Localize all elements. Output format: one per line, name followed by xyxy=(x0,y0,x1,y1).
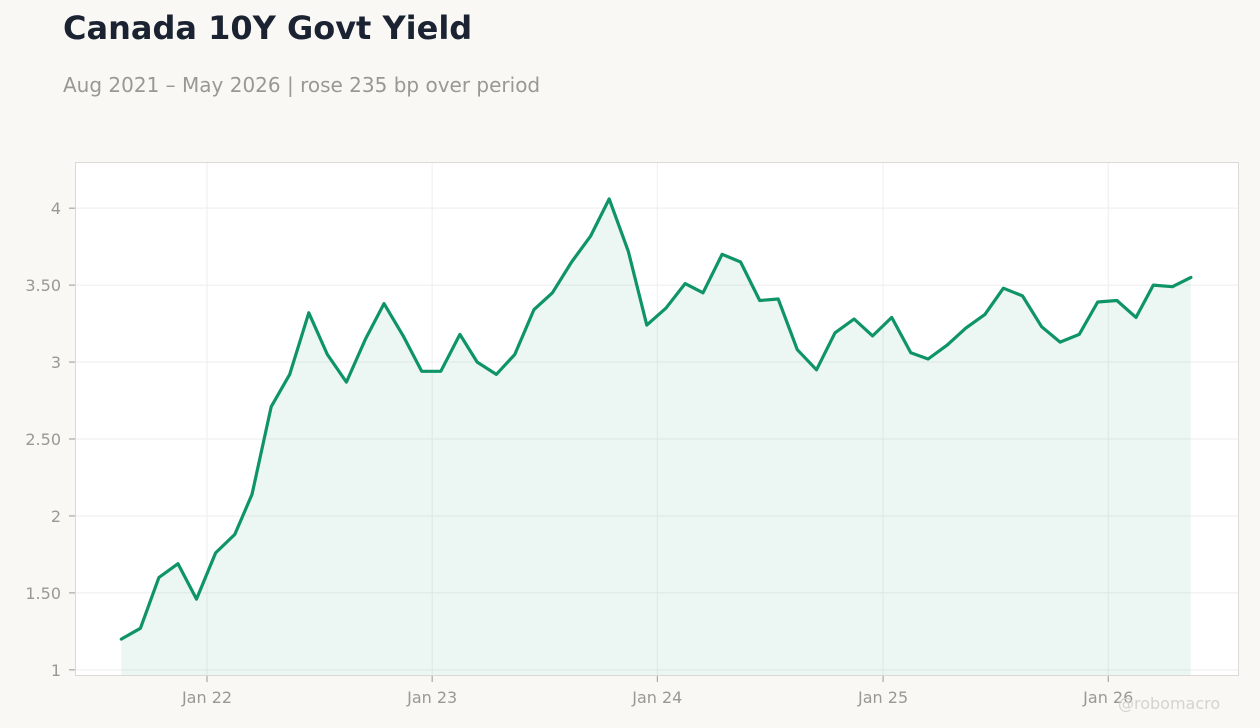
data-point xyxy=(1078,333,1081,336)
data-point xyxy=(233,533,236,536)
chart-title: Canada 10Y Govt Yield xyxy=(63,9,473,47)
y-tick-label: 3.50 xyxy=(25,276,61,295)
data-point xyxy=(195,597,198,600)
data-point xyxy=(796,348,799,351)
data-point xyxy=(570,260,573,263)
y-tick-label: 2.50 xyxy=(25,430,61,449)
data-point xyxy=(683,282,686,285)
x-tick-label: Jan 25 xyxy=(857,688,908,707)
data-point xyxy=(364,337,367,340)
data-point xyxy=(139,627,142,630)
y-tick-label: 1 xyxy=(51,661,61,680)
data-point xyxy=(946,344,949,347)
x-axis-ticks: Jan 22 Jan 23 Jan 24 Jan 25 Jan 26 xyxy=(181,676,1133,707)
data-point xyxy=(120,637,123,640)
data-point xyxy=(739,260,742,263)
x-tick-label: Jan 24 xyxy=(631,688,682,707)
watermark: @robomacro xyxy=(1118,694,1221,713)
data-point xyxy=(983,313,986,316)
data-point xyxy=(815,368,818,371)
data-point xyxy=(701,291,704,294)
data-point xyxy=(1171,285,1174,288)
data-point xyxy=(645,324,648,327)
data-point xyxy=(833,331,836,334)
data-point xyxy=(513,353,516,356)
data-point xyxy=(927,357,930,360)
data-point xyxy=(250,493,253,496)
data-point xyxy=(758,299,761,302)
y-tick-label: 1.50 xyxy=(25,584,61,603)
chart-subtitle: Aug 2021 – May 2026 | rose 235 bp over p… xyxy=(63,73,541,97)
data-point xyxy=(326,353,329,356)
data-point xyxy=(909,351,912,354)
data-point xyxy=(307,311,310,314)
data-point xyxy=(777,297,780,300)
data-point xyxy=(1059,340,1062,343)
series-area-fill xyxy=(121,198,1191,676)
data-point xyxy=(1096,300,1099,303)
data-point xyxy=(664,307,667,310)
y-tick-label: 4 xyxy=(51,199,61,218)
grid-lines xyxy=(75,162,1239,676)
data-point xyxy=(157,576,160,579)
data-point xyxy=(871,334,874,337)
y-tick-label: 3 xyxy=(51,353,61,372)
x-tick-label: Jan 26 xyxy=(1082,688,1133,707)
data-point xyxy=(270,405,273,408)
data-point xyxy=(1021,294,1024,297)
data-point xyxy=(852,317,855,320)
data-point xyxy=(402,334,405,337)
data-point xyxy=(439,370,442,373)
x-tick-label: Jan 22 xyxy=(181,688,232,707)
data-point xyxy=(608,197,611,200)
x-tick-label: Jan 23 xyxy=(406,688,457,707)
data-point xyxy=(345,380,348,383)
data-point xyxy=(1115,299,1118,302)
y-axis-ticks: 1 1.50 2 2.50 3 3.50 4 xyxy=(25,199,75,680)
data-point xyxy=(420,370,423,373)
y-tick-label: 2 xyxy=(51,507,61,526)
data-point xyxy=(176,562,179,565)
data-point xyxy=(964,327,967,330)
data-point xyxy=(495,373,498,376)
data-point xyxy=(1002,287,1005,290)
data-point xyxy=(1189,276,1192,279)
data-point xyxy=(476,360,479,363)
data-point xyxy=(214,551,217,554)
data-point xyxy=(458,333,461,336)
data-point xyxy=(288,373,291,376)
data-point xyxy=(1040,325,1043,328)
series-line xyxy=(119,197,1193,641)
data-point xyxy=(1152,284,1155,287)
data-point xyxy=(1134,316,1137,319)
plot-frame xyxy=(75,162,1239,676)
data-point xyxy=(589,234,592,237)
data-point xyxy=(532,308,535,311)
data-point xyxy=(890,316,893,319)
data-point xyxy=(627,250,630,253)
data-point xyxy=(551,291,554,294)
data-point xyxy=(720,253,723,256)
data-point xyxy=(382,302,385,305)
